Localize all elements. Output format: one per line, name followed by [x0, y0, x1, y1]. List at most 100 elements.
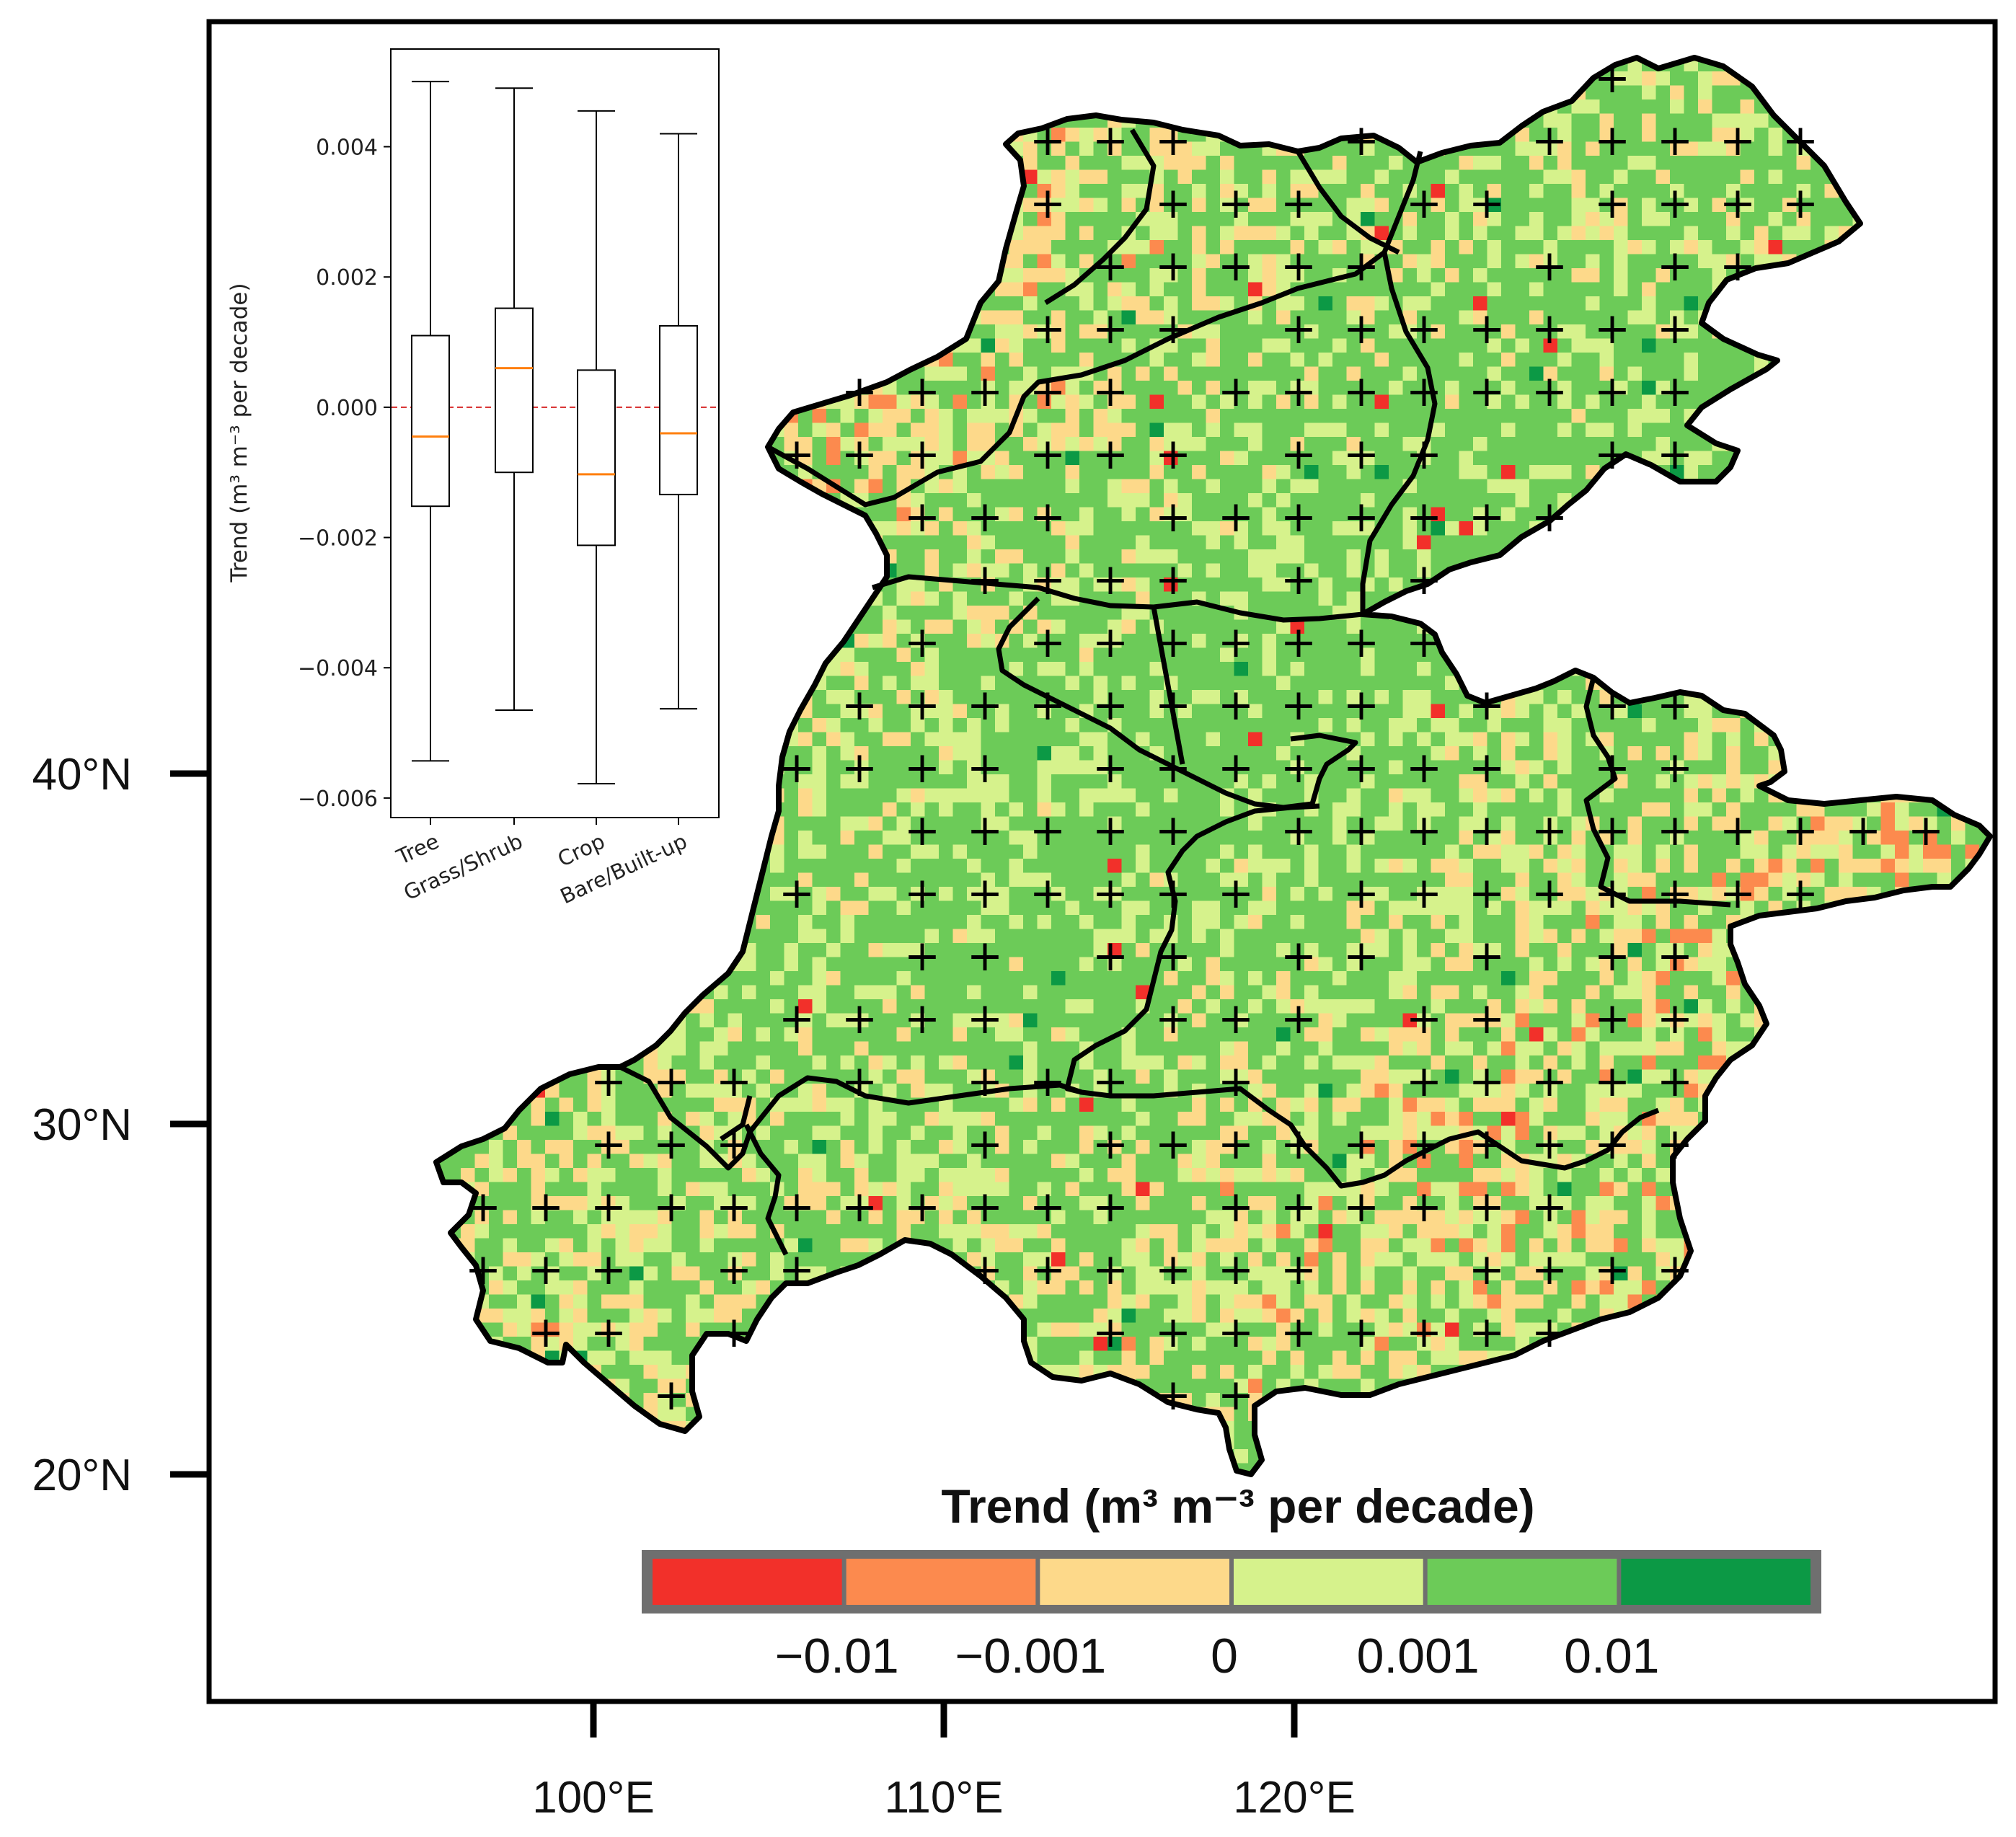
trend-cell: [1290, 212, 1305, 227]
trend-cell: [1937, 465, 1952, 480]
trend-cell: [967, 634, 982, 649]
trend-cell: [1951, 113, 1966, 128]
trend-cell: [1867, 437, 1882, 452]
trend-cell: [798, 268, 813, 283]
trend-cell: [1402, 128, 1418, 143]
trend-cell: [1726, 85, 1741, 100]
trend-cell: [1627, 184, 1643, 199]
trend-cell: [868, 282, 883, 297]
trend-cell: [1459, 591, 1474, 606]
trend-cell: [981, 353, 996, 368]
trend-cell: [1304, 85, 1319, 100]
trend-cell: [1332, 85, 1348, 100]
trend-cell: [826, 606, 841, 621]
trend-cell: [1192, 99, 1207, 115]
trend-cell: [1065, 549, 1080, 565]
trend-cell: [1852, 381, 1867, 396]
trend-cell: [1108, 507, 1123, 522]
trend-cell: [1318, 563, 1333, 578]
trend-cell: [1586, 507, 1601, 522]
trend-cell: [868, 353, 883, 368]
trend-cell: [1487, 198, 1502, 213]
trend-cell: [1655, 282, 1671, 297]
trend-cell: [812, 71, 827, 87]
trend-cell: [1431, 71, 1446, 87]
trend-cell: [1768, 381, 1783, 396]
trend-cell: [812, 212, 827, 227]
trend-cell: [939, 43, 953, 58]
trend-cell: [896, 212, 911, 227]
trend-cell: [756, 310, 771, 325]
trend-cell: [1880, 113, 1896, 128]
trend-cell: [1149, 394, 1164, 410]
trend-cell: [1909, 479, 1924, 494]
trend-cell: [1979, 647, 1990, 663]
trend-cell: [1811, 394, 1826, 410]
trend-cell: [1374, 310, 1389, 325]
trend-cell: [883, 606, 898, 621]
trend-cell: [1361, 156, 1376, 171]
trend-cell: [1895, 212, 1910, 227]
trend-cell: [896, 296, 911, 311]
trend-cell: [1248, 282, 1263, 297]
trend-cell: [1515, 549, 1530, 565]
trend-cell: [756, 113, 771, 128]
trend-cell: [1473, 99, 1488, 115]
trend-cell: [1782, 156, 1798, 171]
trend-cell: [784, 549, 799, 565]
trend-cell: [854, 577, 870, 593]
trend-cell: [812, 549, 827, 565]
trend-cell: [1909, 507, 1924, 522]
trend-cell: [840, 324, 855, 340]
trend-cell: [981, 662, 996, 677]
trend-cell: [883, 113, 898, 128]
trend-cell: [1177, 394, 1193, 410]
trend-cell: [1389, 169, 1404, 185]
trend-cell: [1473, 184, 1488, 199]
trend-cell: [1220, 296, 1235, 311]
trend-cell: [883, 409, 898, 424]
trend-cell: [1459, 198, 1474, 213]
trend-cell: [854, 198, 870, 213]
trend-cell: [1586, 282, 1601, 297]
trend-cell: [1768, 507, 1783, 522]
trend-cell: [1206, 268, 1221, 283]
trend-cell: [1655, 198, 1671, 213]
trend-cell: [812, 591, 827, 606]
trend-cell: [1796, 521, 1811, 536]
trend-cell: [1979, 169, 1990, 185]
trend-cell: [1684, 169, 1699, 185]
trend-cell: [1811, 184, 1826, 199]
trend-cell: [1121, 85, 1136, 100]
trend-cell: [1824, 619, 1839, 634]
trend-cell: [1684, 282, 1699, 297]
trend-cell: [1276, 212, 1291, 227]
trend-cell: [742, 156, 757, 171]
trend-cell: [1079, 71, 1095, 87]
trend-cell: [1571, 156, 1586, 171]
trend-cell: [939, 535, 954, 550]
trend-cell: [1909, 324, 1924, 340]
trend-cell: [1642, 169, 1657, 185]
trend-cell: [1079, 226, 1095, 241]
trend-cell: [1487, 422, 1502, 438]
trend-cell: [840, 310, 855, 325]
trend-cell: [1895, 169, 1910, 185]
trend-cell: [1389, 394, 1404, 410]
trend-cell: [1880, 353, 1896, 368]
trend-cell: [1374, 549, 1389, 565]
trend-cell: [1867, 507, 1882, 522]
trend-cell: [1389, 437, 1404, 452]
trend-cell: [981, 99, 996, 115]
trend-cell: [1754, 381, 1769, 396]
trend-cell: [1670, 493, 1685, 508]
trend-cell: [1121, 535, 1136, 550]
trend-cell: [1164, 198, 1179, 213]
trend-cell: [1234, 549, 1249, 565]
trend-cell: [1937, 58, 1952, 72]
trend-cell: [1023, 141, 1038, 156]
trend-cell: [868, 156, 883, 171]
trend-cell: [1586, 99, 1601, 115]
trend-cell: [1318, 394, 1333, 410]
trend-cell: [1937, 324, 1952, 340]
